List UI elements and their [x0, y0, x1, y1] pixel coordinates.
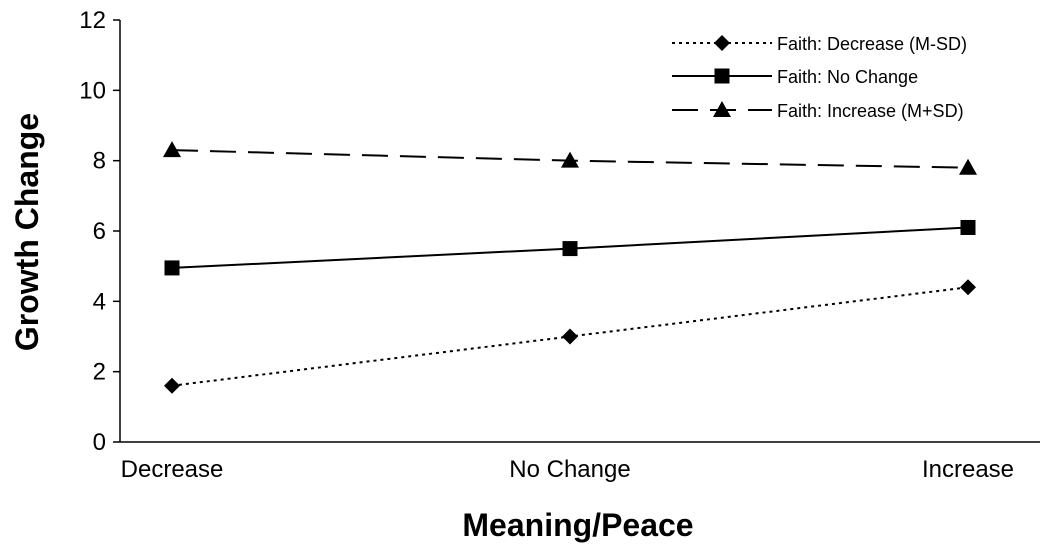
data-point-square [562, 241, 578, 257]
y-tick-label: 0 [93, 429, 106, 456]
data-point-square [960, 219, 976, 235]
axes: 0 2 4 6 8 10 12 Decrease No Change Increase [79, 7, 1040, 483]
series-layer [163, 141, 977, 394]
legend-marker-diamond [714, 35, 730, 51]
data-point-diamond [562, 328, 578, 345]
legend-marker-triangle [713, 101, 731, 117]
series-square [164, 219, 976, 276]
series-diamond [164, 279, 976, 394]
x-tick-label: Decrease [121, 456, 224, 483]
legend: Faith: Decrease (M-SD) Faith: No Change Fa… [672, 34, 967, 121]
legend-item: Faith: No Change [672, 67, 918, 87]
data-point-triangle [561, 151, 579, 168]
y-axis-title: Growth Change [9, 113, 45, 351]
legend-label: Faith: No Change [777, 67, 918, 87]
y-tick-label: 2 [93, 359, 106, 386]
x-tick-label: Increase [922, 456, 1014, 483]
legend-label: Faith: Increase (M+SD) [777, 101, 964, 121]
data-point-triangle [959, 158, 977, 175]
y-tick-label: 12 [79, 7, 106, 34]
legend-marker-square [714, 68, 730, 84]
legend-label: Faith: Decrease (M-SD) [777, 34, 967, 54]
x-tick-label: No Change [509, 456, 630, 483]
series-triangle [163, 141, 977, 175]
data-point-square [164, 260, 180, 276]
y-tick-label: 10 [79, 77, 106, 104]
y-tick-label: 8 [93, 148, 106, 175]
legend-item: Faith: Decrease (M-SD) [672, 34, 967, 54]
y-tick-label: 4 [93, 288, 106, 315]
data-point-diamond [960, 279, 976, 296]
y-tick-label: 6 [93, 218, 106, 245]
legend-item: Faith: Increase (M+SD) [672, 101, 964, 121]
data-point-triangle [163, 141, 181, 158]
data-point-diamond [164, 377, 180, 394]
x-axis-title: Meaning/Peace [462, 507, 693, 543]
